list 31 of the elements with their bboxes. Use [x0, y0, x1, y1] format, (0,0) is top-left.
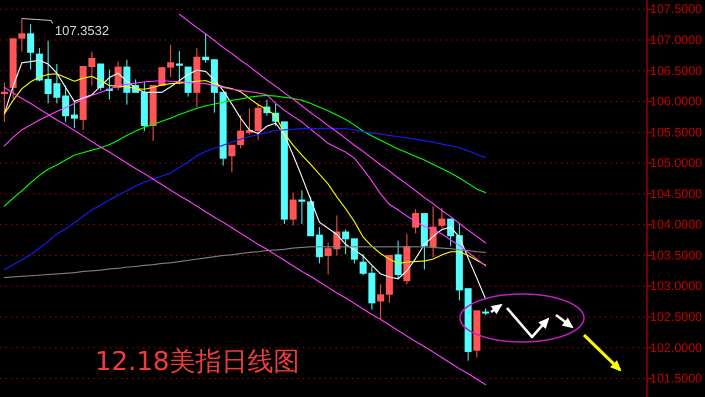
annotation: 107.3532 [54, 22, 110, 38]
candlestick [70, 100, 78, 129]
candlestick [27, 24, 34, 70]
y-tick-label: 105.5000 [650, 125, 702, 140]
candlestick [193, 48, 200, 108]
candlestick [0, 82, 8, 122]
y-tick-label: 107.5000 [650, 2, 702, 16]
candlestick [202, 33, 210, 64]
line-series [4, 128, 486, 270]
candlestick [290, 192, 297, 226]
text: 12.18美指日线图 [95, 347, 300, 377]
candlestick [377, 284, 384, 320]
candlestick [18, 18, 26, 52]
y-tick-label: 107.0000 [650, 33, 702, 48]
y-tick-label: 102.5000 [650, 310, 702, 324]
line-series [4, 60, 486, 300]
y-tick-label: 104.0000 [650, 218, 702, 232]
candlestick [176, 50, 183, 85]
candlestick [316, 226, 323, 264]
y-tick-label: 105.0000 [650, 156, 702, 170]
candlestick [237, 114, 244, 149]
y-tick-label: 101.5000 [650, 372, 702, 386]
line-series [4, 94, 486, 207]
y-tick-label: 106.0000 [650, 94, 702, 109]
y-tick-label: 103.5000 [650, 248, 702, 262]
y-tick-label: 102.0000 [650, 340, 702, 355]
y-tick-label: 106.5000 [650, 64, 702, 78]
y-tick-label: 104.5000 [650, 186, 702, 201]
candlestick [88, 51, 96, 86]
line-series [178, 14, 486, 244]
y-tick-label: 103.0000 [650, 279, 702, 294]
